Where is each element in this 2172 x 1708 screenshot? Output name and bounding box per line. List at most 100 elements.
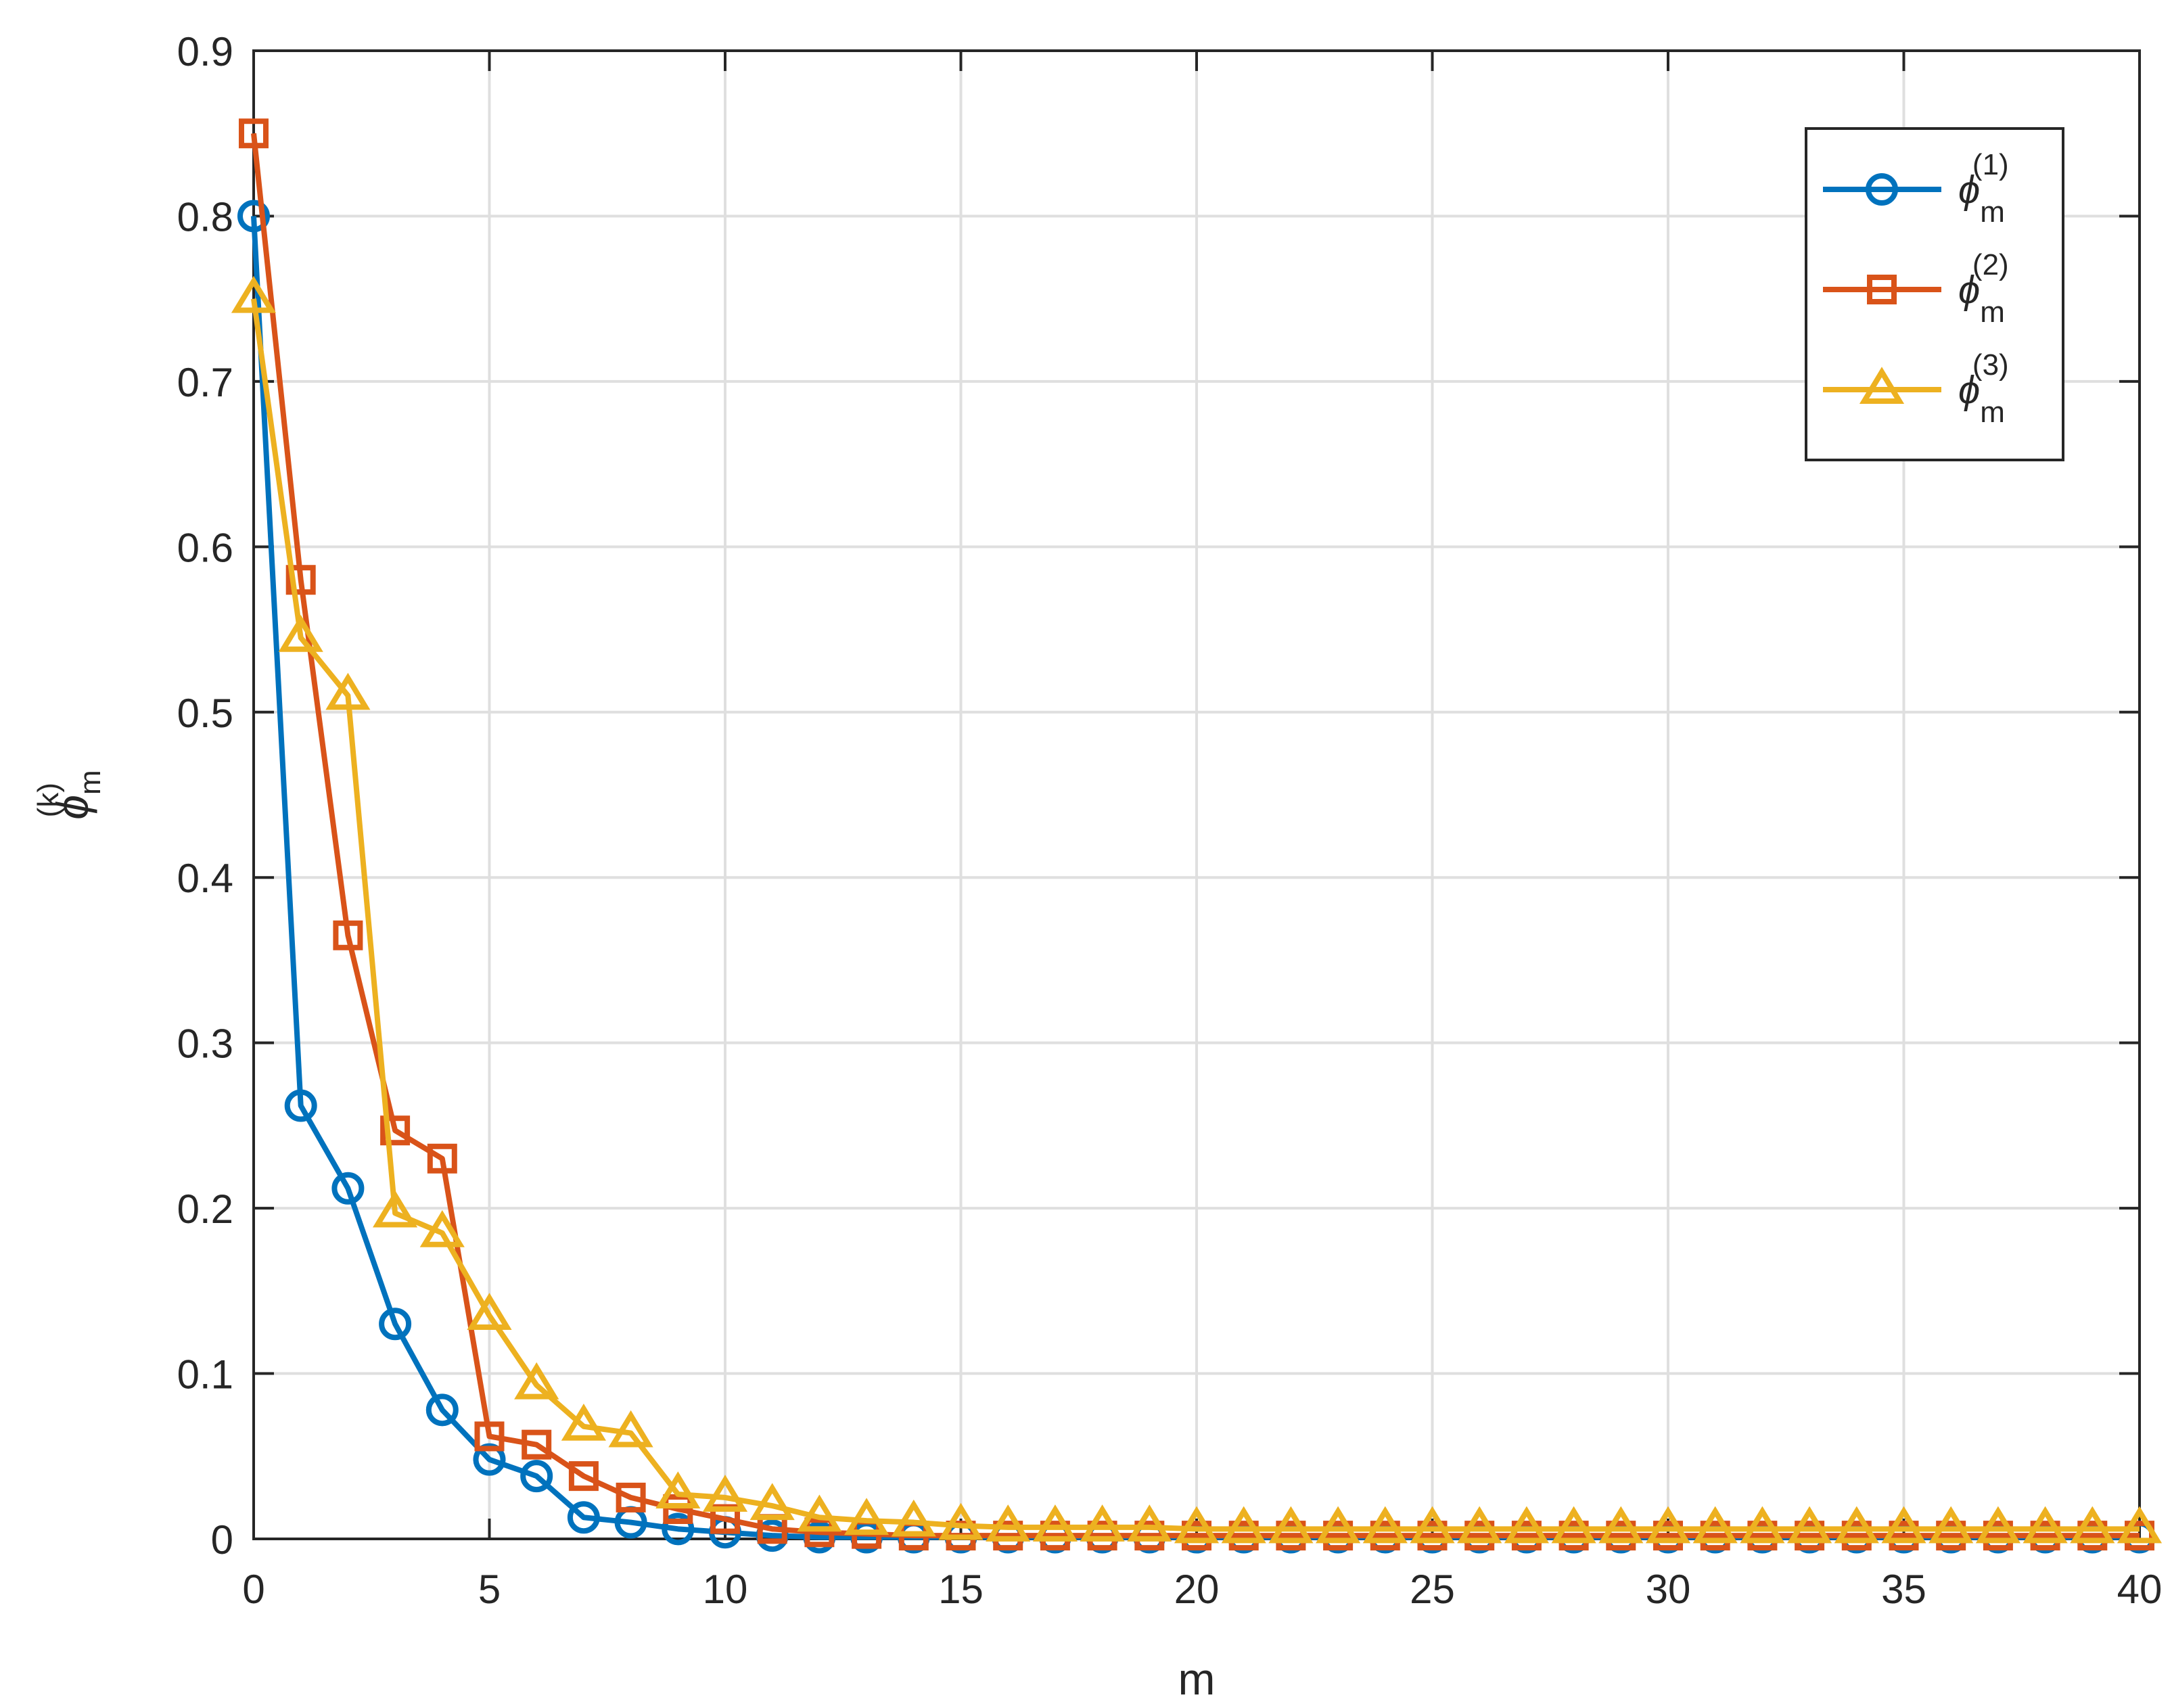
y-axis-title: ϕm (k) xyxy=(32,770,107,819)
x-tick-label: 0 xyxy=(242,1567,264,1612)
data-point xyxy=(608,1410,653,1448)
data-point xyxy=(986,1504,1031,1542)
y-axis-title-symbol: ϕ xyxy=(47,795,97,820)
x-tick-label: 30 xyxy=(1646,1567,1691,1612)
tick-labels: 0 5 10 15 20 25 30 35 40 0 0.1 0.2 0.3 0.4 0.5 0.6 0.7 0.… xyxy=(177,29,2163,1612)
legend-label: ϕm (3) xyxy=(1958,348,2009,429)
data-point xyxy=(427,1143,457,1174)
data-point xyxy=(474,1421,505,1452)
y-tick-label: 0 xyxy=(211,1517,233,1563)
data-point xyxy=(568,1461,599,1492)
x-tick-label: 35 xyxy=(1881,1567,1926,1612)
data-point xyxy=(1645,1506,1691,1544)
data-point xyxy=(325,672,371,710)
data-point xyxy=(1362,1506,1408,1544)
data-point xyxy=(1040,1521,1070,1551)
data-point xyxy=(1410,1506,1455,1544)
y-tick-label: 0.4 xyxy=(177,856,233,901)
legend-label-subscript: m xyxy=(1980,195,2005,229)
data-point xyxy=(467,1293,512,1330)
data-point xyxy=(702,1475,748,1512)
y-tick-label: 0.7 xyxy=(177,360,233,405)
data-point xyxy=(419,1210,465,1247)
data-point xyxy=(1551,1506,1596,1544)
legend-label-superscript: (1) xyxy=(1972,148,2009,181)
x-axis-title: m xyxy=(1178,1654,1216,1704)
axis-titles: m ϕm(k) xyxy=(32,770,1215,1704)
legend: ϕm(1)ϕm(2)ϕm(3) xyxy=(1805,127,2064,461)
svg-text:ϕm(k): ϕm (k) xyxy=(32,770,107,819)
y-tick-label: 0.1 xyxy=(177,1352,233,1398)
data-point xyxy=(425,1393,459,1427)
x-tick-label: 15 xyxy=(938,1567,984,1612)
data-point xyxy=(285,565,316,595)
data-point xyxy=(1881,1506,1926,1544)
data-point xyxy=(1504,1506,1549,1544)
data-point xyxy=(331,1172,365,1205)
data-point xyxy=(662,1513,695,1546)
data-point xyxy=(2070,1506,2115,1544)
y-tick-label: 0.5 xyxy=(177,691,233,736)
legend-marker xyxy=(1859,367,1905,404)
data-point xyxy=(655,1471,701,1508)
series-line xyxy=(251,298,2140,1532)
data-point xyxy=(1316,1506,1361,1544)
data-point xyxy=(1087,1521,1117,1551)
data-point xyxy=(2117,1506,2163,1544)
data-point xyxy=(380,1115,411,1146)
series-group xyxy=(231,118,2163,1554)
data-point xyxy=(1032,1504,1078,1542)
y-axis-title-superscript: (k) xyxy=(32,783,65,817)
data-point xyxy=(333,920,363,950)
x-tick-label: 20 xyxy=(1174,1567,1220,1612)
y-tick-label: 0.9 xyxy=(177,29,233,74)
data-point xyxy=(1221,1506,1266,1544)
data-point xyxy=(278,615,323,652)
data-point xyxy=(1080,1504,1125,1542)
legend-marker xyxy=(1867,275,1897,304)
series-3 xyxy=(231,275,2163,1544)
data-point xyxy=(1268,1506,1314,1544)
legend-label-subscript: m xyxy=(1980,396,2005,429)
data-point xyxy=(567,1501,600,1534)
data-point xyxy=(616,1482,646,1513)
legend-label-symbol: ϕ xyxy=(1958,368,1980,412)
y-tick-label: 0.3 xyxy=(177,1021,233,1067)
data-point xyxy=(373,1190,418,1228)
legend-label-symbol: ϕ xyxy=(1958,268,1980,312)
data-point xyxy=(1174,1506,1220,1544)
data-point xyxy=(797,1494,842,1532)
data-point xyxy=(561,1404,606,1441)
legend-label-subscript: m xyxy=(1980,296,2005,329)
data-point xyxy=(520,1460,553,1493)
data-point xyxy=(1740,1506,1785,1544)
data-point xyxy=(891,1499,936,1537)
data-point xyxy=(1692,1506,1738,1544)
legend-label-symbol: ϕ xyxy=(1958,168,1980,212)
data-point xyxy=(1834,1506,1879,1544)
legend-entry: ϕm (2) xyxy=(1823,248,2009,329)
data-point xyxy=(844,1498,889,1536)
data-point xyxy=(514,1362,559,1400)
data-point xyxy=(993,1521,1023,1551)
x-tick-label: 25 xyxy=(1410,1567,1455,1612)
data-point xyxy=(1975,1506,2020,1544)
data-point xyxy=(1457,1506,1502,1544)
legend-marker xyxy=(1866,173,1898,206)
legend-label-superscript: (2) xyxy=(1972,248,2009,281)
data-point xyxy=(2023,1506,2068,1544)
data-point xyxy=(1134,1521,1165,1551)
data-point xyxy=(237,200,270,233)
data-point xyxy=(749,1483,795,1521)
data-point xyxy=(284,1089,317,1122)
x-tick-label: 10 xyxy=(703,1567,748,1612)
data-point xyxy=(522,1429,552,1460)
legend-label-superscript: (3) xyxy=(1972,348,2009,382)
y-tick-label: 0.2 xyxy=(177,1186,233,1232)
y-axis-title-subscript: m xyxy=(74,770,107,795)
y-tick-label: 0.8 xyxy=(177,194,233,239)
data-point xyxy=(379,1308,412,1341)
legend-entry: ϕm (1) xyxy=(1823,148,2009,229)
